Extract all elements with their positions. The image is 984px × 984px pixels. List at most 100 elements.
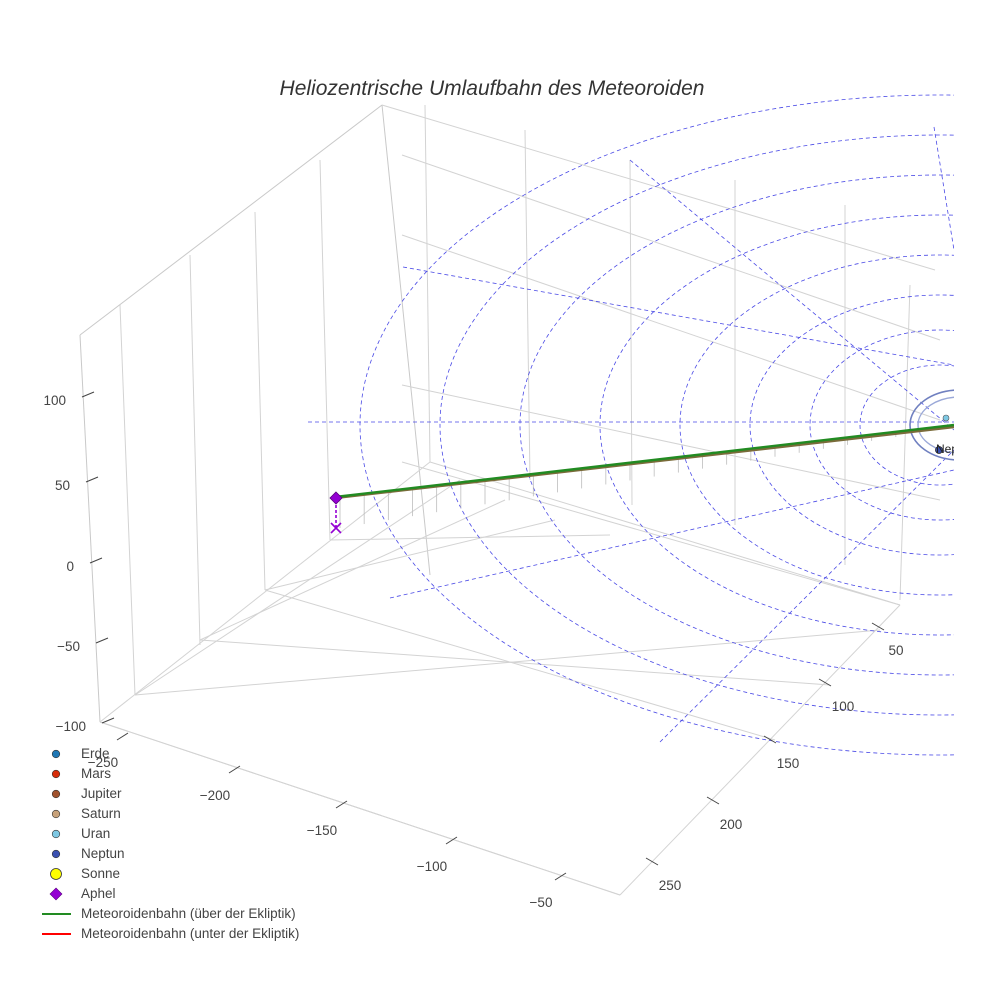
x-tick-mark	[335, 800, 348, 809]
z-tick-label: 50	[55, 478, 70, 493]
legend-swatch	[51, 749, 61, 759]
legend-circle-swatch	[51, 749, 61, 759]
y-tick-label: 50	[888, 643, 903, 658]
ecliptic-axis	[933, 126, 954, 251]
grid-line	[424, 104, 431, 463]
z-tick-mark	[85, 476, 99, 483]
x-tick-label: −150	[307, 823, 337, 838]
z-tick-mark	[89, 557, 103, 564]
orbit-ring	[359, 94, 954, 756]
orbit-uranus	[917, 396, 954, 454]
grid-line	[264, 519, 556, 591]
grid-line	[134, 629, 881, 696]
z-tick-label: 0	[66, 559, 74, 574]
y-tick-label: 150	[777, 756, 800, 771]
legend-label: Erde	[81, 746, 110, 761]
grid-line	[619, 604, 901, 896]
orbit-ring	[679, 254, 954, 596]
y-tick-label: 200	[720, 817, 743, 832]
orbit-ring	[749, 294, 954, 556]
saturn-marker	[942, 414, 950, 422]
legend-swatch	[42, 913, 71, 915]
z-tick-label: −100	[56, 719, 86, 734]
grid-line	[401, 461, 901, 606]
z-tick-label: 100	[43, 393, 66, 408]
z-tick-mark	[81, 391, 95, 398]
x-tick-label: −50	[530, 895, 553, 910]
legend-swatch	[50, 868, 62, 880]
orbit-ring	[599, 214, 954, 636]
grid-line	[99, 721, 621, 896]
y-tick-mark	[645, 857, 659, 866]
x-tick-mark	[554, 872, 567, 881]
orbit-ring	[859, 364, 954, 486]
grid-line	[401, 384, 941, 501]
legend-label: Jupiter	[81, 786, 122, 801]
grid-line	[629, 159, 633, 506]
box-edge	[79, 334, 101, 723]
x-tick-label: −100	[417, 859, 447, 874]
box-edge	[79, 104, 383, 336]
grid-line	[381, 104, 936, 271]
legend-label: Meteoroidenbahn (über der Ekliptik)	[81, 906, 296, 921]
y-tick-mark	[818, 678, 832, 687]
data-marks: Sa Neptun	[329, 411, 975, 534]
y-tick-mark	[706, 796, 720, 805]
grid-line	[189, 254, 201, 646]
legend-circle-swatch	[51, 829, 61, 839]
meteoroid-path-above	[334, 423, 954, 499]
label-neptun: Neptun	[936, 442, 975, 456]
y-tick-mark	[871, 622, 885, 631]
legend-circle-swatch	[51, 849, 61, 859]
orbit-neptune	[909, 389, 954, 461]
legend-swatch	[51, 769, 61, 779]
chart-title: Heliozentrische Umlaufbahn des Meteoroid…	[280, 77, 705, 100]
grid-line	[899, 284, 911, 601]
legend-label: Saturn	[81, 806, 121, 821]
x-tick-label: −200	[200, 788, 230, 803]
grid-line	[99, 461, 431, 723]
legend-swatch	[51, 809, 61, 819]
legend-swatch	[42, 933, 71, 935]
grid-line	[329, 534, 611, 541]
grid-line	[401, 234, 941, 421]
grid-lines	[79, 104, 941, 896]
legend-circle-swatch	[51, 769, 61, 779]
grid-line	[134, 479, 461, 696]
ecliptic-grid	[308, 94, 954, 756]
legend-diamond-swatch	[49, 887, 63, 901]
ecliptic-axis	[659, 449, 954, 743]
orbit-ring	[439, 134, 954, 716]
z-tick-label: −50	[57, 639, 80, 654]
box-edge	[381, 104, 431, 576]
grid-line	[524, 129, 531, 481]
label-saturn: Sa	[957, 411, 972, 425]
grid-line	[199, 639, 831, 686]
orbit-ring	[519, 174, 954, 676]
aphel-marker	[329, 491, 343, 505]
x-tick-label: −250	[88, 755, 118, 770]
z-tick-mark	[101, 717, 115, 724]
grid-line	[264, 589, 776, 741]
legend-swatch	[51, 849, 61, 859]
legend-swatch	[51, 789, 61, 799]
legend-circle-swatch	[51, 809, 61, 819]
legend-circle-swatch	[51, 789, 61, 799]
legend-swatch	[49, 887, 63, 901]
ecliptic-axis	[389, 469, 954, 599]
legend-label: Uran	[81, 826, 111, 841]
grid-line	[401, 154, 941, 341]
grid-line	[254, 211, 266, 591]
legend-label: Mars	[81, 766, 111, 781]
y-tick-label: 100	[832, 699, 855, 714]
legend-circle-swatch	[50, 868, 62, 880]
x-tick-mark	[445, 836, 458, 845]
y-tick-label: 250	[659, 878, 682, 893]
orbit-ring	[809, 329, 954, 521]
grid-line	[429, 461, 901, 606]
grid-line	[119, 304, 136, 696]
legend-swatch	[51, 829, 61, 839]
aphel-projection-mark	[330, 522, 342, 534]
grid-line	[199, 499, 506, 641]
